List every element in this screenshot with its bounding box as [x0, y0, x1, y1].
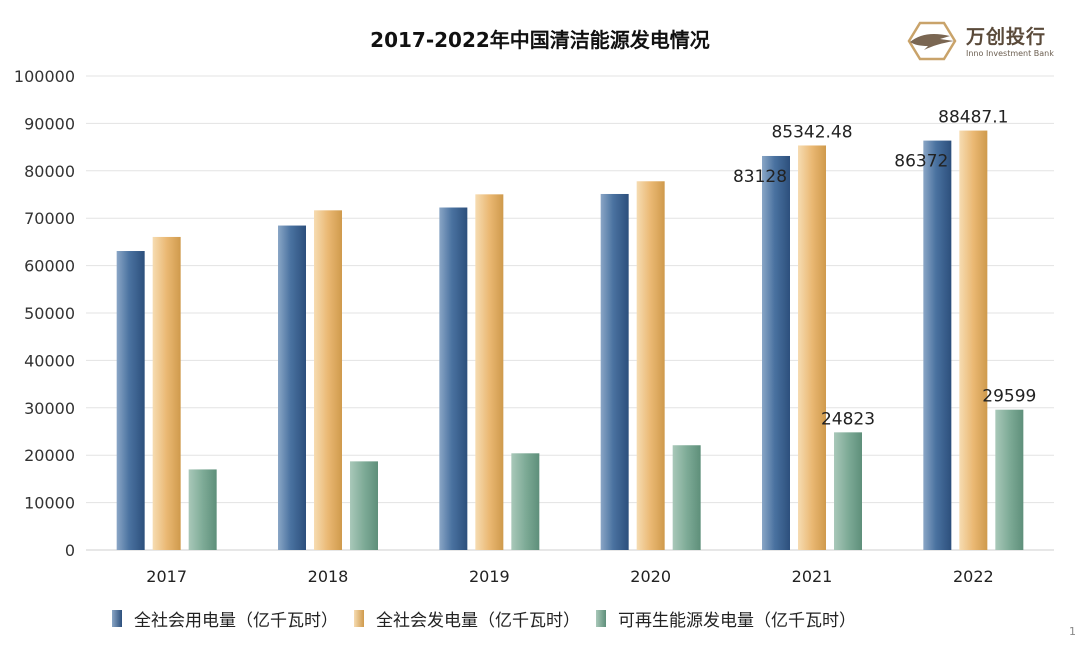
bar-chart: 0 10000 20000 30000 40000 50000 60000 70000 8000…	[14, 67, 1054, 586]
bar-renewable-2019	[511, 453, 540, 550]
data-label: 86372	[894, 152, 948, 172]
x-tick-label: 2019	[469, 567, 510, 586]
y-axis: 0 10000 20000 30000 40000 50000 60000 70000 8000…	[14, 67, 75, 560]
data-label: 24823	[821, 409, 875, 429]
bars	[116, 130, 1024, 551]
bar-generation-2022	[959, 130, 988, 550]
brand-logo: 万创投行 Inno Investment Bank	[906, 20, 1076, 64]
logo-brand: 万创投行	[966, 26, 1047, 48]
y-tick-label: 50000	[24, 304, 75, 323]
bar-renewable-2020	[672, 445, 701, 550]
y-tick-label: 10000	[24, 494, 75, 513]
y-tick-label: 20000	[24, 446, 75, 465]
data-label: 88487.1	[938, 108, 1008, 128]
y-tick-label: 70000	[24, 209, 75, 228]
bar-renewable-2022	[995, 409, 1024, 550]
bar-consumption-2022	[923, 140, 952, 550]
data-label: 83128	[733, 167, 787, 187]
data-label: 29599	[982, 387, 1036, 407]
legend-swatch-renewable	[596, 610, 606, 627]
gridlines	[86, 75, 1054, 551]
bar-generation-2019	[475, 194, 504, 550]
legend-label-generation: 全社会发电量（亿千瓦时）	[376, 611, 580, 631]
x-tick-label: 2017	[146, 567, 187, 586]
x-tick-label: 2022	[953, 567, 994, 586]
bar-consumption-2019	[439, 207, 468, 551]
legend-swatch-generation	[354, 610, 364, 627]
bar-generation-2017	[152, 236, 181, 550]
data-labels: 83128 85342.48 24823 86372 88487.1 29599	[733, 108, 1036, 430]
legend-label-renewable: 可再生能源发电量（亿千瓦时）	[618, 611, 856, 631]
legend-item-consumption: 全社会用电量（亿千瓦时）	[112, 606, 338, 631]
legend-label-consumption: 全社会用电量（亿千瓦时）	[134, 611, 338, 631]
legend: 全社会用电量（亿千瓦时） 全社会发电量（亿千瓦时） 可再生能源发电量（亿千瓦时）	[0, 606, 1080, 631]
legend-item-generation: 全社会发电量（亿千瓦时）	[354, 606, 580, 631]
bar-generation-2021	[798, 145, 826, 551]
y-tick-label: 90000	[24, 114, 75, 133]
y-tick-label: 60000	[24, 257, 75, 276]
legend-item-renewable: 可再生能源发电量（亿千瓦时）	[596, 606, 856, 631]
bar-renewable-2021	[834, 432, 862, 550]
bar-generation-2020	[636, 181, 665, 550]
x-axis: 2017 2018 2019 2020 2021 2022	[146, 567, 993, 586]
bar-generation-2018	[314, 210, 342, 551]
bar-consumption-2017	[116, 251, 145, 550]
y-tick-label: 40000	[24, 351, 75, 370]
bar-consumption-2020	[600, 193, 629, 550]
x-tick-label: 2018	[308, 567, 349, 586]
logo-subtitle: Inno Investment Bank	[966, 49, 1054, 58]
bar-renewable-2018	[350, 461, 378, 550]
x-tick-label: 2020	[630, 567, 671, 586]
y-tick-label: 80000	[24, 162, 75, 181]
page-number: 1	[1069, 625, 1076, 638]
bar-consumption-2018	[278, 225, 306, 550]
bar-renewable-2017	[188, 469, 217, 550]
y-tick-label: 0	[65, 541, 75, 560]
bar-consumption-2021	[762, 155, 790, 551]
data-label: 85342.48	[771, 122, 852, 142]
logo-icon	[907, 21, 957, 61]
y-tick-label: 100000	[14, 67, 75, 86]
y-tick-label: 30000	[24, 399, 75, 418]
x-tick-label: 2021	[792, 567, 833, 586]
chart-title: 2017-2022年中国清洁能源发电情况	[370, 28, 710, 52]
legend-swatch-consumption	[112, 610, 122, 627]
